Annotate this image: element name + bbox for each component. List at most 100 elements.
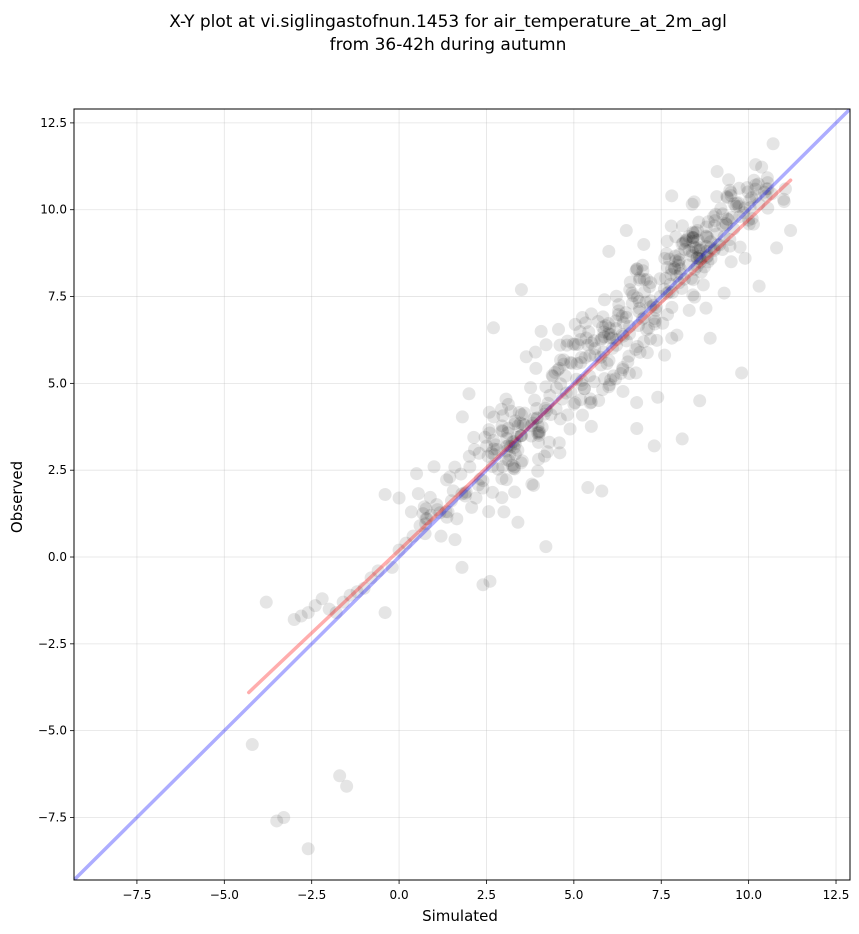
scatter-point (682, 244, 696, 258)
scatter-point (724, 185, 738, 199)
x-axis-ticks: −7.5 −5.0 −2.5 0.0 2.5 5.0 7.5 10.0 12.5 (122, 880, 849, 902)
scatter-point (596, 310, 610, 324)
scatter-point (601, 317, 615, 331)
scatter-point (525, 477, 539, 491)
scatter-point (723, 239, 737, 253)
y-tick-label: −7.5 (38, 810, 67, 824)
scatter-point (462, 449, 476, 463)
scatter-point (648, 312, 662, 326)
scatter-point (591, 315, 605, 329)
scatter-point (578, 351, 592, 365)
scatter-point (616, 328, 630, 342)
scatter-point (707, 243, 721, 257)
scatter-point (733, 240, 747, 254)
plot-area (74, 109, 850, 880)
scatter-point (635, 312, 649, 326)
x-tick-label: −2.5 (297, 888, 326, 902)
scatter-point (659, 271, 673, 285)
scatter-point (692, 243, 706, 257)
scatter-point (500, 439, 514, 453)
scatter-point (329, 606, 343, 620)
scatter-point (392, 491, 406, 505)
scatter-point (717, 286, 731, 300)
scatter-point (455, 560, 469, 574)
scatter-point (625, 296, 639, 310)
scatter-point (742, 213, 756, 227)
scatter-point (574, 356, 588, 370)
x-tick-label: 5.0 (564, 888, 583, 902)
scatter-point (665, 286, 679, 300)
scatter-point (749, 190, 763, 204)
scatter-point (531, 419, 545, 433)
scatter-point (668, 262, 682, 276)
scatter-point (692, 249, 706, 263)
scatter-point (606, 369, 620, 383)
scatter-point (554, 353, 568, 367)
scatter-point (487, 442, 501, 456)
scatter-point (552, 322, 566, 336)
scatter-point (502, 438, 516, 452)
scatter-point (495, 472, 509, 486)
scatter-point (564, 385, 578, 399)
scatter-point (648, 317, 662, 331)
scatter-point (476, 474, 490, 488)
scatter-point (537, 407, 551, 421)
scatter-point (662, 252, 676, 266)
scatter-point (777, 195, 791, 209)
scatter-point (440, 473, 454, 487)
scatter-point (658, 348, 672, 362)
scatter-point (640, 273, 654, 287)
scatter-point (524, 429, 538, 443)
scatter-point (688, 290, 702, 304)
scatter-point (549, 381, 563, 395)
scatter-point (597, 330, 611, 344)
grid-lines (74, 109, 850, 880)
scatter-point (668, 249, 682, 263)
scatter-point (552, 361, 566, 375)
x-tick-label: 7.5 (652, 888, 671, 902)
scatter-point (735, 366, 749, 380)
scatter-point (745, 212, 759, 226)
scatter-point (597, 325, 611, 339)
scatter-point (336, 595, 350, 609)
scatter-point (539, 380, 553, 394)
scatter-point (662, 285, 676, 299)
scatter-point (277, 810, 291, 824)
scatter-point (594, 333, 608, 347)
scatter-point (693, 394, 707, 408)
scatter-point (506, 435, 520, 449)
scatter-point (537, 449, 551, 463)
reference-line (247, 178, 793, 695)
scatter-point (485, 485, 499, 499)
scatter-point (490, 442, 504, 456)
scatter-point (553, 412, 567, 426)
scatter-point (548, 365, 562, 379)
scatter-point (469, 491, 483, 505)
scatter-point (686, 288, 700, 302)
scatter-point (619, 310, 633, 324)
scatter-point (602, 380, 616, 394)
scatter-point (588, 348, 602, 362)
scatter-point (657, 282, 671, 296)
scatter-point (609, 314, 623, 328)
scatter-point (636, 264, 650, 278)
scatter-point (700, 244, 714, 258)
scatter-point (506, 461, 520, 475)
scatter-point (294, 609, 308, 623)
scatter-point (730, 196, 744, 210)
scatter-point (539, 540, 553, 554)
scatter-point (455, 487, 469, 501)
scatter-point (538, 401, 552, 415)
scatter-point (502, 421, 516, 435)
scatter-point (646, 298, 660, 312)
scatter-point (557, 353, 571, 367)
scatter-point (322, 602, 336, 616)
scatter-point (672, 276, 686, 290)
scatter-point (602, 244, 616, 258)
scatter-point (511, 443, 525, 457)
scatter-point (688, 225, 702, 239)
scatter-point (555, 392, 569, 406)
scatter-point (752, 197, 766, 211)
scatter-point (566, 337, 580, 351)
scatter-point (571, 338, 585, 352)
